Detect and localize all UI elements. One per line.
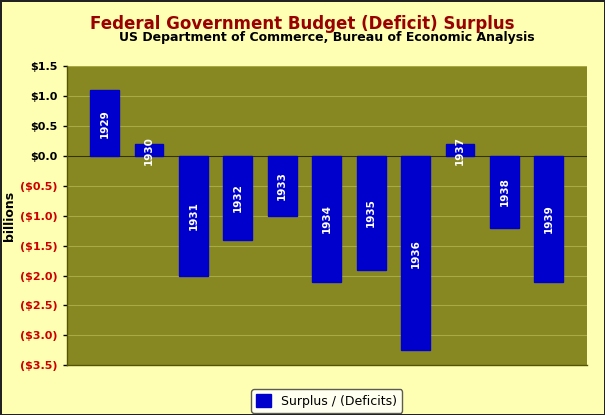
Text: 1932: 1932 bbox=[233, 183, 243, 212]
Text: 1938: 1938 bbox=[499, 178, 509, 206]
Title: US Department of Commerce, Bureau of Economic Analysis: US Department of Commerce, Bureau of Eco… bbox=[119, 32, 534, 44]
Text: 1935: 1935 bbox=[366, 198, 376, 227]
Bar bbox=[490, 156, 518, 228]
Bar bbox=[268, 156, 296, 216]
Text: 1937: 1937 bbox=[455, 136, 465, 165]
Text: 1934: 1934 bbox=[322, 204, 332, 233]
Text: Federal Government Budget (Deficit) Surplus: Federal Government Budget (Deficit) Surp… bbox=[90, 15, 515, 32]
Bar bbox=[401, 156, 430, 350]
Bar bbox=[357, 156, 385, 270]
Text: 1939: 1939 bbox=[544, 205, 554, 233]
Y-axis label: billions: billions bbox=[3, 191, 16, 241]
Text: 1929: 1929 bbox=[100, 109, 110, 137]
Text: 1936: 1936 bbox=[411, 239, 420, 268]
Bar bbox=[135, 144, 163, 156]
Text: 1930: 1930 bbox=[144, 136, 154, 164]
Text: 1931: 1931 bbox=[189, 201, 198, 230]
Bar bbox=[445, 144, 474, 156]
Bar bbox=[90, 90, 119, 156]
Bar bbox=[312, 156, 341, 281]
Bar bbox=[179, 156, 208, 276]
Legend: Surplus / (Deficits): Surplus / (Deficits) bbox=[251, 389, 402, 413]
Bar bbox=[223, 156, 252, 240]
Text: 1933: 1933 bbox=[277, 171, 287, 200]
Bar bbox=[534, 156, 563, 281]
